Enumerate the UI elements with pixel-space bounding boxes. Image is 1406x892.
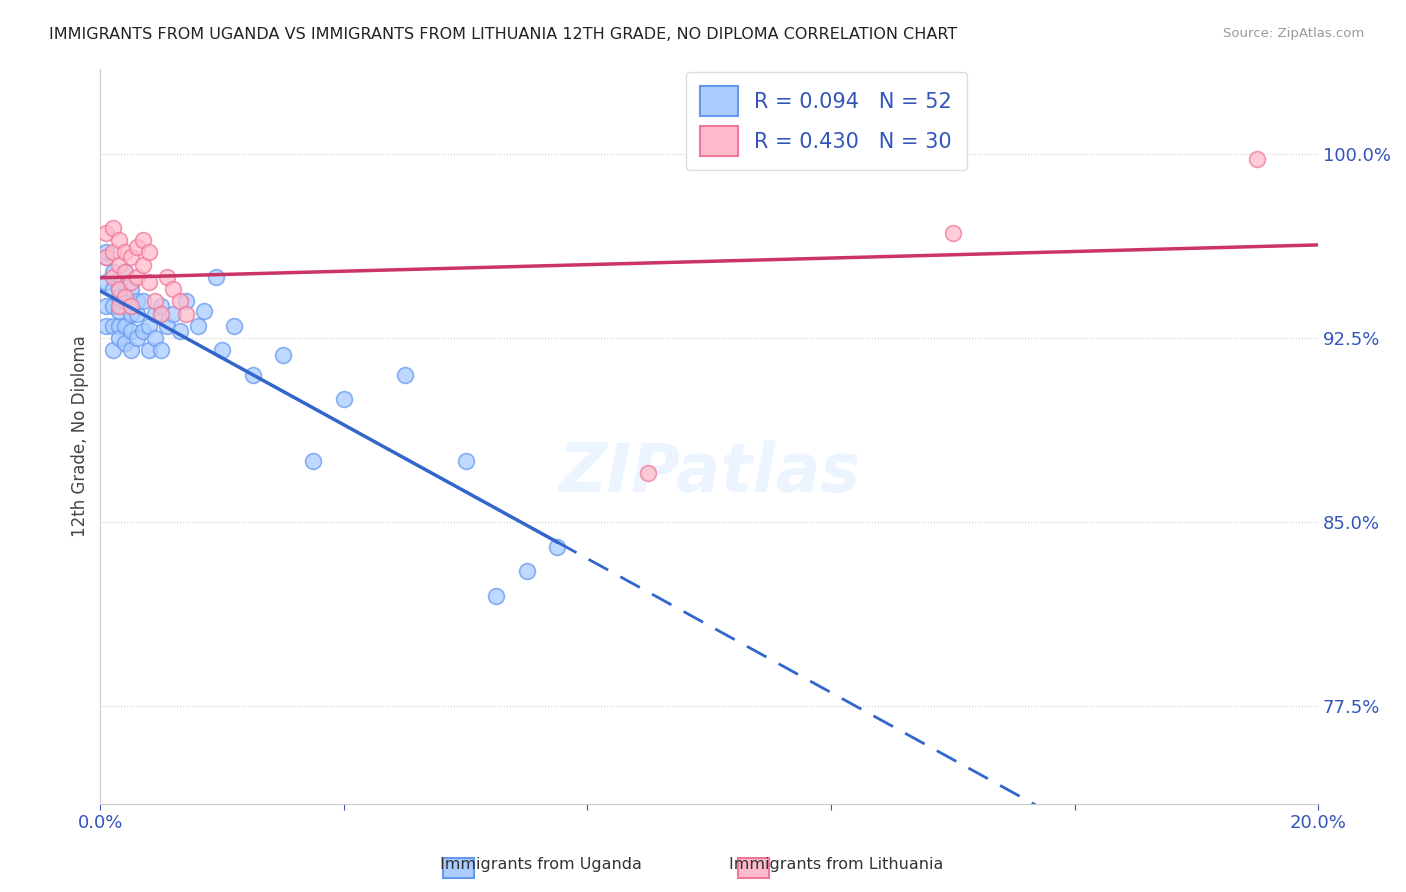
Point xyxy=(107,233,129,247)
Point xyxy=(107,289,129,303)
Text: ZIPatlas: ZIPatlas xyxy=(558,440,860,506)
Point xyxy=(120,307,142,321)
Point xyxy=(96,250,118,264)
Point xyxy=(156,318,179,333)
Point xyxy=(114,294,136,309)
Point xyxy=(107,258,129,272)
Point xyxy=(114,289,136,303)
Point xyxy=(114,245,136,260)
Point xyxy=(516,564,538,578)
Point xyxy=(96,299,118,313)
Point xyxy=(114,265,136,279)
Point xyxy=(211,343,233,358)
Y-axis label: 12th Grade, No Diploma: 12th Grade, No Diploma xyxy=(72,335,89,537)
Point xyxy=(132,324,155,338)
Point xyxy=(96,226,118,240)
Point xyxy=(114,336,136,351)
Point xyxy=(333,392,356,407)
Point xyxy=(125,269,148,284)
Point xyxy=(101,265,124,279)
Point xyxy=(132,258,155,272)
Point xyxy=(101,245,124,260)
Point xyxy=(162,282,184,296)
Point xyxy=(107,299,129,313)
Point xyxy=(120,343,142,358)
Point xyxy=(132,294,155,309)
Point xyxy=(394,368,416,382)
Point xyxy=(143,294,166,309)
Point xyxy=(302,454,325,468)
Point xyxy=(138,245,160,260)
Point xyxy=(107,318,129,333)
Point xyxy=(485,589,508,603)
Text: Immigrants from Lithuania: Immigrants from Lithuania xyxy=(730,857,943,872)
Point xyxy=(546,540,568,554)
Point xyxy=(193,304,215,318)
Point xyxy=(454,454,477,468)
Point xyxy=(138,318,160,333)
Point xyxy=(205,269,228,284)
Text: Source: ZipAtlas.com: Source: ZipAtlas.com xyxy=(1223,27,1364,40)
Point xyxy=(101,343,124,358)
Point xyxy=(150,299,173,313)
Text: Immigrants from Uganda: Immigrants from Uganda xyxy=(440,857,643,872)
Point xyxy=(96,275,118,289)
Point xyxy=(101,318,124,333)
Point xyxy=(125,331,148,345)
Point xyxy=(96,318,118,333)
Point xyxy=(224,318,246,333)
Point xyxy=(101,220,124,235)
Point xyxy=(120,299,142,313)
Point xyxy=(138,275,160,289)
Point xyxy=(132,233,155,247)
Point xyxy=(169,324,191,338)
Legend: R = 0.094   N = 52, R = 0.430   N = 30: R = 0.094 N = 52, R = 0.430 N = 30 xyxy=(686,71,967,170)
Point xyxy=(162,307,184,321)
Point xyxy=(120,282,142,296)
Point xyxy=(107,282,129,296)
Point xyxy=(138,343,160,358)
Point xyxy=(942,226,965,240)
Point xyxy=(1246,153,1268,167)
Point xyxy=(96,250,118,264)
Point xyxy=(107,331,129,345)
Point xyxy=(143,331,166,345)
Point xyxy=(101,269,124,284)
Point xyxy=(150,343,173,358)
Point xyxy=(174,294,197,309)
Point xyxy=(114,318,136,333)
Point xyxy=(150,307,173,321)
Point xyxy=(187,318,209,333)
Point xyxy=(125,307,148,321)
Text: IMMIGRANTS FROM UGANDA VS IMMIGRANTS FROM LITHUANIA 12TH GRADE, NO DIPLOMA CORRE: IMMIGRANTS FROM UGANDA VS IMMIGRANTS FRO… xyxy=(49,27,957,42)
Point xyxy=(96,245,118,260)
Point xyxy=(169,294,191,309)
Point xyxy=(120,250,142,264)
Point xyxy=(107,282,129,296)
Point xyxy=(101,282,124,296)
Point xyxy=(125,240,148,254)
Point xyxy=(637,466,659,480)
Point xyxy=(271,348,294,362)
Point xyxy=(242,368,264,382)
Point xyxy=(156,269,179,284)
Point xyxy=(114,265,136,279)
Point xyxy=(143,307,166,321)
Point xyxy=(101,299,124,313)
Point xyxy=(174,307,197,321)
Point xyxy=(125,294,148,309)
Point xyxy=(107,304,129,318)
Point xyxy=(120,275,142,289)
Point xyxy=(120,324,142,338)
